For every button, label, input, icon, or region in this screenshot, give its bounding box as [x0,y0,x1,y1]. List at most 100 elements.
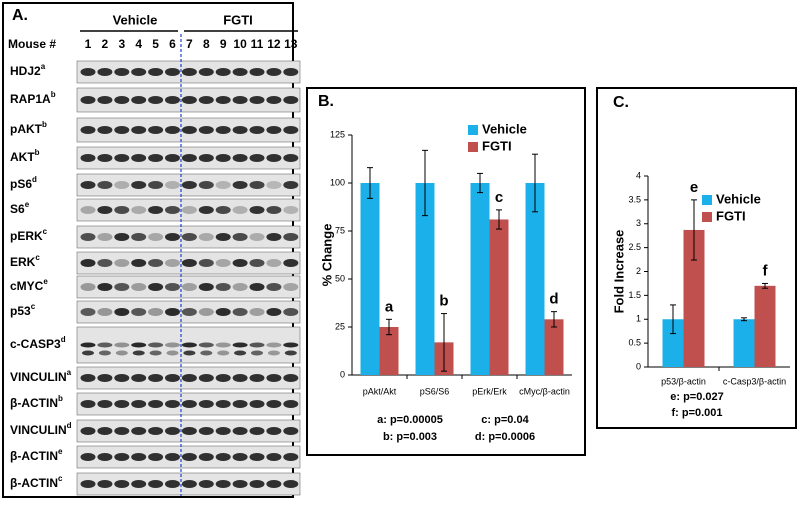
blot-label: HDJ2a [10,62,46,78]
band [97,126,113,134]
band [97,480,113,488]
band [217,350,230,356]
band [131,374,147,382]
band [232,233,248,241]
band [215,233,231,241]
band [215,96,231,104]
band [148,96,164,104]
band [165,427,180,435]
band [80,480,96,488]
annotation: d [549,291,558,308]
band [200,350,213,356]
band [249,453,265,461]
band [114,181,130,189]
mouse-number: 11 [251,37,264,51]
group-label: Vehicle [113,12,158,27]
protein-name: pS6 [10,177,32,191]
band [97,259,113,267]
mouse-number: 2 [102,37,109,51]
band [131,283,147,291]
band [232,126,248,134]
y-tick-label: 3 [636,218,641,228]
protein-name: p53 [10,304,31,318]
superscript: e [58,447,63,456]
band [249,126,265,134]
band [215,480,231,488]
y-tick-label: 1.5 [628,290,641,300]
band [181,206,197,214]
bar [754,285,776,367]
band [131,400,147,408]
band [249,68,265,76]
x-tick-label: pAkt/Akt [363,386,397,396]
band [148,233,164,241]
protein-name: AKT [10,150,35,164]
x-tick-label: pS6/S6 [420,386,450,396]
band [266,427,282,435]
mouse-number: 8 [203,37,210,51]
band [114,283,130,291]
band [148,400,164,408]
band [215,453,231,461]
band [80,233,96,241]
mouse-number: 1 [85,37,92,51]
band [266,453,282,461]
blot-label: ERKc [10,253,40,269]
band [80,154,96,162]
y-tick-label: 0 [636,361,641,371]
band [232,453,248,461]
band [80,259,96,267]
band [283,206,299,214]
band [283,453,299,461]
bar [489,219,509,375]
band [181,342,197,348]
band [249,480,265,488]
band [148,259,164,267]
protein-name: VINCULIN [10,370,67,384]
band [80,181,96,189]
band [283,233,299,241]
protein-name: β-ACTIN [10,449,58,463]
band [198,400,214,408]
band [232,206,248,214]
band [266,283,282,291]
p-value-note: c: p=0.04 [481,414,529,426]
band [283,68,299,76]
x-tick-label: p53/β-actin [661,376,706,386]
band [165,126,180,134]
band [266,400,282,408]
band [232,374,248,382]
band [80,374,96,382]
band [232,480,248,488]
band [97,427,113,435]
x-tick-label: pErk/Erk [472,386,507,396]
superscript: d [61,335,66,344]
band [148,154,164,162]
band [165,283,180,291]
band [181,259,197,267]
y-tick-label: 0 [340,369,345,379]
bar [733,319,755,367]
band [114,233,130,241]
bar [683,229,705,367]
band [249,374,265,382]
band [283,96,299,104]
group-label: FGTI [223,12,253,27]
band [267,350,280,356]
band [148,283,164,291]
band [283,342,299,348]
band [215,283,231,291]
superscript: b [58,394,63,403]
band [97,154,113,162]
band [215,259,231,267]
band [148,68,164,76]
band [80,342,96,348]
band [131,480,147,488]
y-axis-label: % Change [319,224,334,287]
band [97,181,113,189]
band [98,350,111,356]
band [82,350,94,356]
band [114,126,130,134]
blot-label: β-ACTINe [10,447,63,463]
